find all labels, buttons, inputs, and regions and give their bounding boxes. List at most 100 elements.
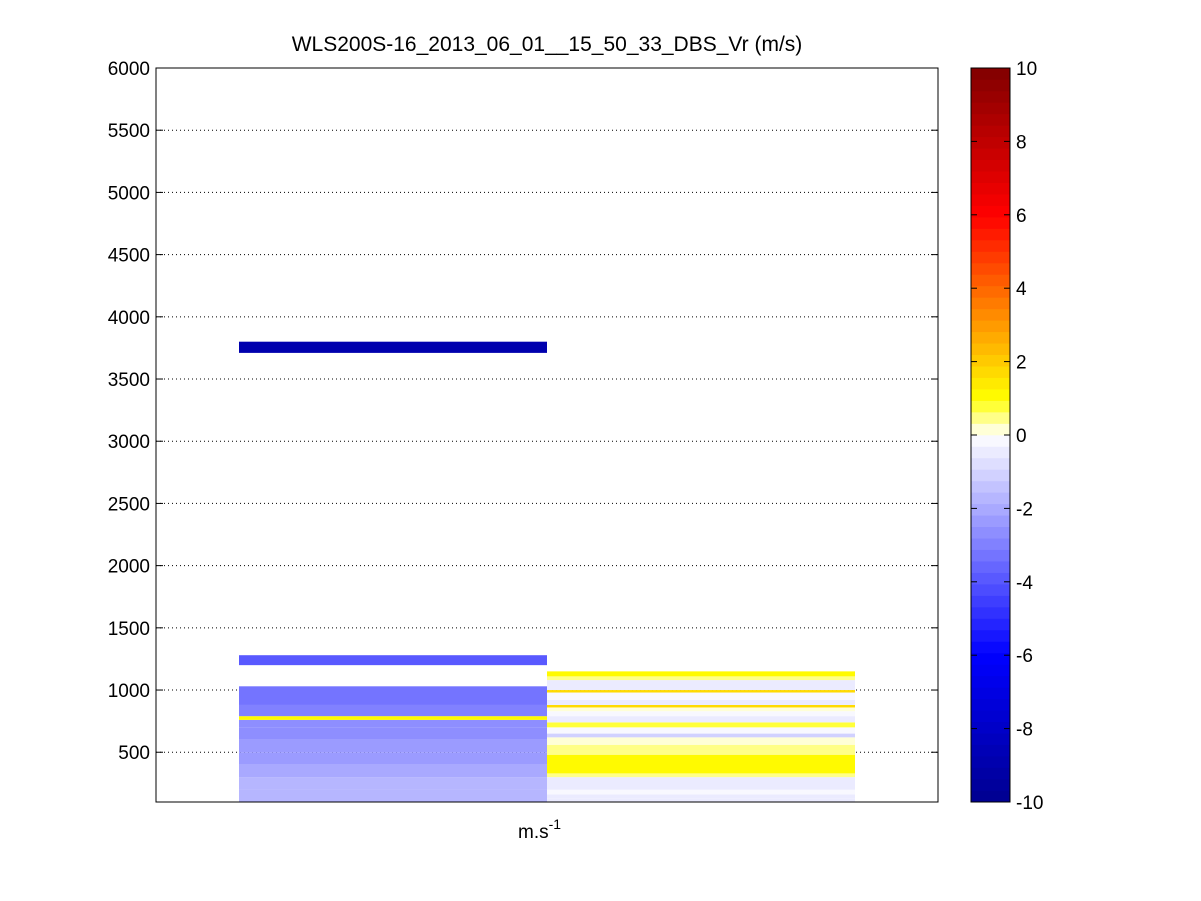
colorbar-cells [971, 67, 1010, 803]
y-tick-label: 5500 [108, 121, 150, 142]
colorbar-level [971, 675, 1010, 688]
heatmap-cell [547, 680, 855, 691]
colorbar-tick-label: 10 [1016, 59, 1037, 80]
colorbar-tick-label: -8 [1016, 720, 1033, 741]
colorbar-level [971, 308, 1010, 321]
heatmap-cell [547, 789, 855, 795]
colorbar-tick-label: 4 [1016, 279, 1027, 300]
colorbar-level [971, 778, 1010, 791]
colorbar-level [971, 297, 1010, 310]
heatmap-cell [547, 699, 855, 705]
heatmap-cell [239, 752, 547, 765]
colorbar-level [971, 583, 1010, 596]
chart-title: WLS200S-16_2013_06_01__15_50_33_DBS_Vr (… [292, 33, 803, 56]
colorbar-level [971, 205, 1010, 218]
colorbar-level [971, 560, 1010, 573]
heatmap-cell [547, 676, 855, 681]
colorbar-tick-label: 6 [1016, 206, 1027, 227]
heatmap-cell [547, 692, 855, 700]
colorbar-level [971, 365, 1010, 378]
colorbar-ticks: -10 -8 -6 -4 -2 0 2 4 6 8 10 [971, 59, 1043, 814]
heatmap-cell [547, 754, 855, 774]
heatmap-cell [547, 737, 855, 745]
colorbar-level [971, 492, 1010, 505]
colorbar-level [971, 400, 1010, 413]
colorbar-level [971, 469, 1010, 482]
heatmap-cell [239, 655, 547, 666]
heatmap-cell [547, 722, 855, 728]
colorbar-level [971, 721, 1010, 734]
heatmap-cell [547, 727, 855, 734]
colorbar-level [971, 641, 1010, 654]
colorbar-level [971, 90, 1010, 103]
colorbar-level [971, 687, 1010, 700]
colorbar-level [971, 698, 1010, 711]
heatmap-cell [239, 764, 547, 778]
colorbar-level [971, 572, 1010, 585]
heatmap-cell [239, 719, 547, 728]
colorbar-tick-label: -6 [1016, 646, 1033, 667]
y-tick-label: 5000 [108, 183, 150, 204]
colorbar-level [971, 216, 1010, 229]
colorbar-level [971, 331, 1010, 344]
heatmap-cell [547, 716, 855, 723]
colorbar-level [971, 388, 1010, 401]
colorbar-level [971, 182, 1010, 195]
heatmap-cell [547, 794, 855, 799]
y-tick-label: 500 [118, 743, 150, 764]
colorbar-level [971, 193, 1010, 206]
y-tick-label: 4000 [108, 308, 150, 329]
colorbar-level [971, 606, 1010, 619]
plot-frame [155, 67, 939, 803]
colorbar-level [971, 595, 1010, 608]
colorbar-level [971, 618, 1010, 631]
heatmap-cell [239, 739, 547, 753]
heatmap-cell [239, 341, 547, 353]
y-tick-label: 3500 [108, 370, 150, 391]
colorbar-level [971, 262, 1010, 275]
colorbar-tick-label: -10 [1016, 793, 1043, 814]
colorbar-level [971, 537, 1010, 550]
colorbar-level [971, 285, 1010, 298]
heatmap-cell [239, 704, 547, 717]
heatmap-cell [239, 727, 547, 740]
heatmap-cell [547, 777, 855, 790]
colorbar-level [971, 755, 1010, 768]
colorbar-level [971, 239, 1010, 252]
colorbar-level [971, 526, 1010, 539]
colorbar-level [971, 67, 1010, 80]
colorbar-level [971, 457, 1010, 470]
colorbar-level [971, 446, 1010, 459]
colorbar-tick-label: 0 [1016, 426, 1027, 447]
heatmap-cell [547, 690, 855, 693]
y-tick-label: 1000 [108, 681, 150, 702]
colorbar-level [971, 790, 1010, 803]
colorbar-level [971, 251, 1010, 264]
heatmap-cell [547, 798, 855, 802]
colorbar-tick-label: -4 [1016, 573, 1033, 594]
x-axis-label-base: m.s [518, 822, 549, 843]
plot-cells [239, 341, 855, 802]
colorbar-level [971, 732, 1010, 745]
colorbar-level [971, 503, 1010, 516]
heatmap-cell [239, 789, 547, 802]
colorbar-level [971, 354, 1010, 367]
y-tick-label: 2500 [108, 494, 150, 515]
x-axis-label: m.s-1 [518, 816, 561, 843]
colorbar-level [971, 228, 1010, 241]
colorbar-level [971, 342, 1010, 356]
y-tick-label: 6000 [108, 59, 150, 80]
colorbar-level [971, 125, 1010, 138]
heatmap-cell [239, 686, 547, 696]
colorbar-level [971, 744, 1010, 757]
heatmap-cell [547, 671, 855, 677]
colorbar-level [971, 480, 1010, 493]
colorbar-level [971, 411, 1010, 424]
colorbar-level [971, 274, 1010, 287]
y-tick-label: 2000 [108, 557, 150, 578]
heatmap-cell [239, 777, 547, 790]
colorbar-level [971, 159, 1010, 172]
colorbar-level [971, 434, 1010, 447]
colorbar-level [971, 423, 1010, 436]
